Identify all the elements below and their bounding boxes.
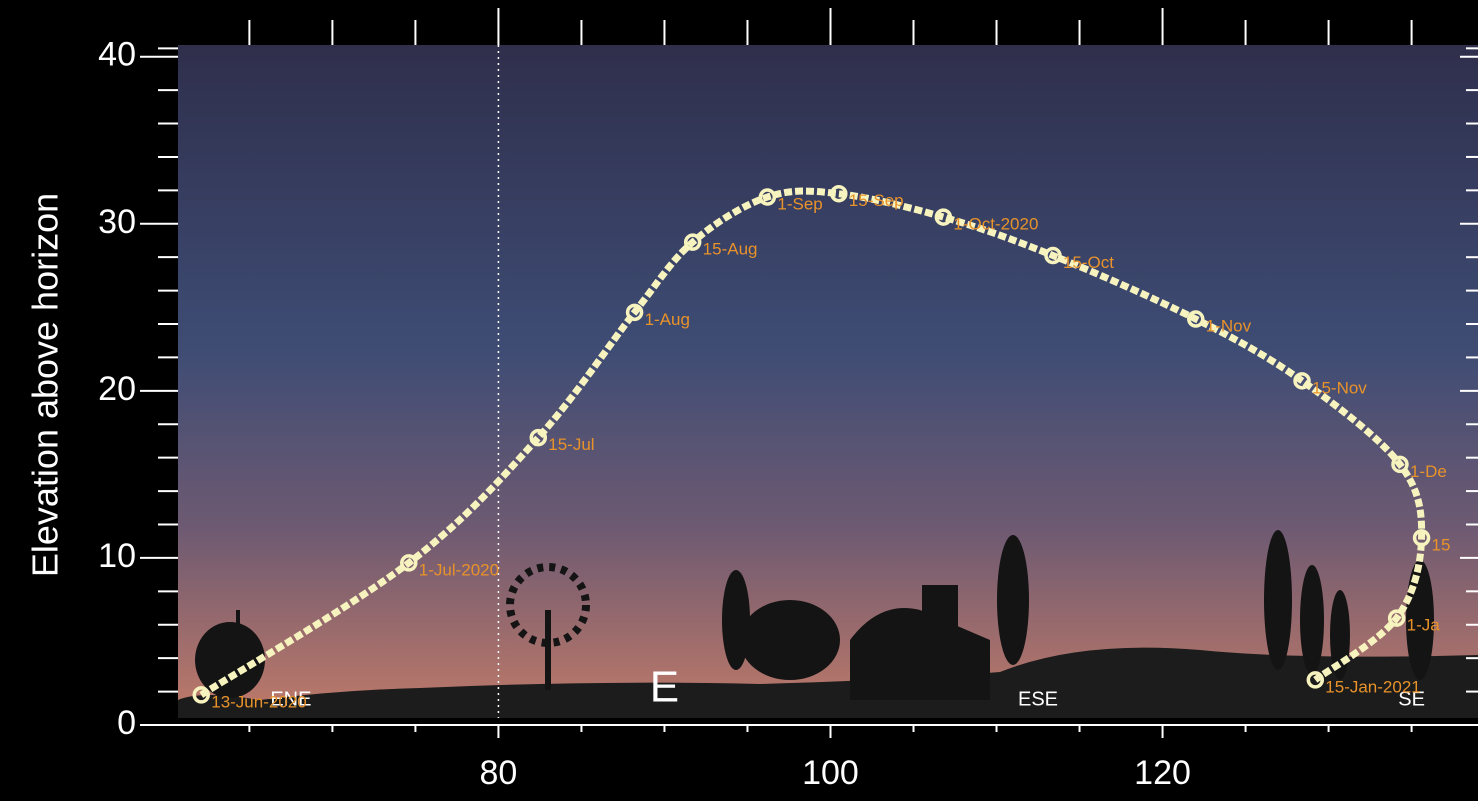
date-label: 1-Ja [1407, 616, 1441, 635]
date-label: 13-Jun-2020 [211, 692, 306, 711]
date-marker [1044, 246, 1062, 265]
date-label: 15-Jan-2021 [1325, 677, 1420, 696]
date-marker [683, 233, 702, 251]
date-marker [830, 184, 848, 203]
y-tick-label: 10 [98, 537, 136, 575]
trajectory [199, 187, 1426, 698]
x-tick-label: 100 [802, 754, 859, 792]
date-marker [400, 554, 418, 572]
date-label: 15-Sep [849, 191, 904, 210]
date-marker [758, 188, 777, 206]
y-tick-label: 40 [98, 36, 136, 74]
date-label: 15-Jul [548, 435, 594, 454]
date-label: 15-Oct [1063, 253, 1114, 272]
date-marker [1412, 529, 1431, 547]
y-axis-label: Elevation above horizon [25, 193, 66, 577]
date-label: 1-Nov [1206, 316, 1252, 335]
date-label: 15 [1432, 535, 1451, 554]
landscape [178, 530, 1478, 718]
y-tick-label: 20 [98, 370, 136, 408]
date-label: 15-Aug [703, 240, 758, 259]
date-marker [1187, 310, 1205, 328]
date-label: 15-Nov [1312, 378, 1367, 397]
y-tick-label: 30 [98, 203, 136, 241]
date-label: 1-Oct-2020 [953, 215, 1038, 234]
y-tick-label: 0 [117, 704, 136, 742]
date-marker [1293, 372, 1311, 390]
plot-layer: 13-Jun-2020 1-Jul-2020 15-Jul 1-Aug 15-Aug 1-… [192, 184, 1451, 711]
horizon-label: ENE [270, 688, 311, 710]
date-label: 1-Aug [645, 310, 690, 329]
date-marker [192, 686, 210, 704]
date-label: 1-Jul-2020 [419, 560, 499, 579]
date-marker [1306, 671, 1325, 689]
horizon-label: ESE [1018, 688, 1058, 710]
date-marker [529, 428, 548, 447]
horizon-label: E [650, 663, 679, 712]
x-tick-label: 80 [480, 754, 518, 792]
date-label: 1-De [1410, 462, 1447, 481]
date-marker [625, 303, 644, 322]
date-label: 1-Sep [777, 195, 822, 214]
plot-background [178, 45, 1478, 718]
x-tick-label: 120 [1134, 754, 1191, 792]
date-marker [1391, 455, 1409, 474]
horizon-label: SE [1398, 688, 1425, 710]
date-marker [934, 208, 953, 226]
date-marker [1387, 609, 1406, 627]
